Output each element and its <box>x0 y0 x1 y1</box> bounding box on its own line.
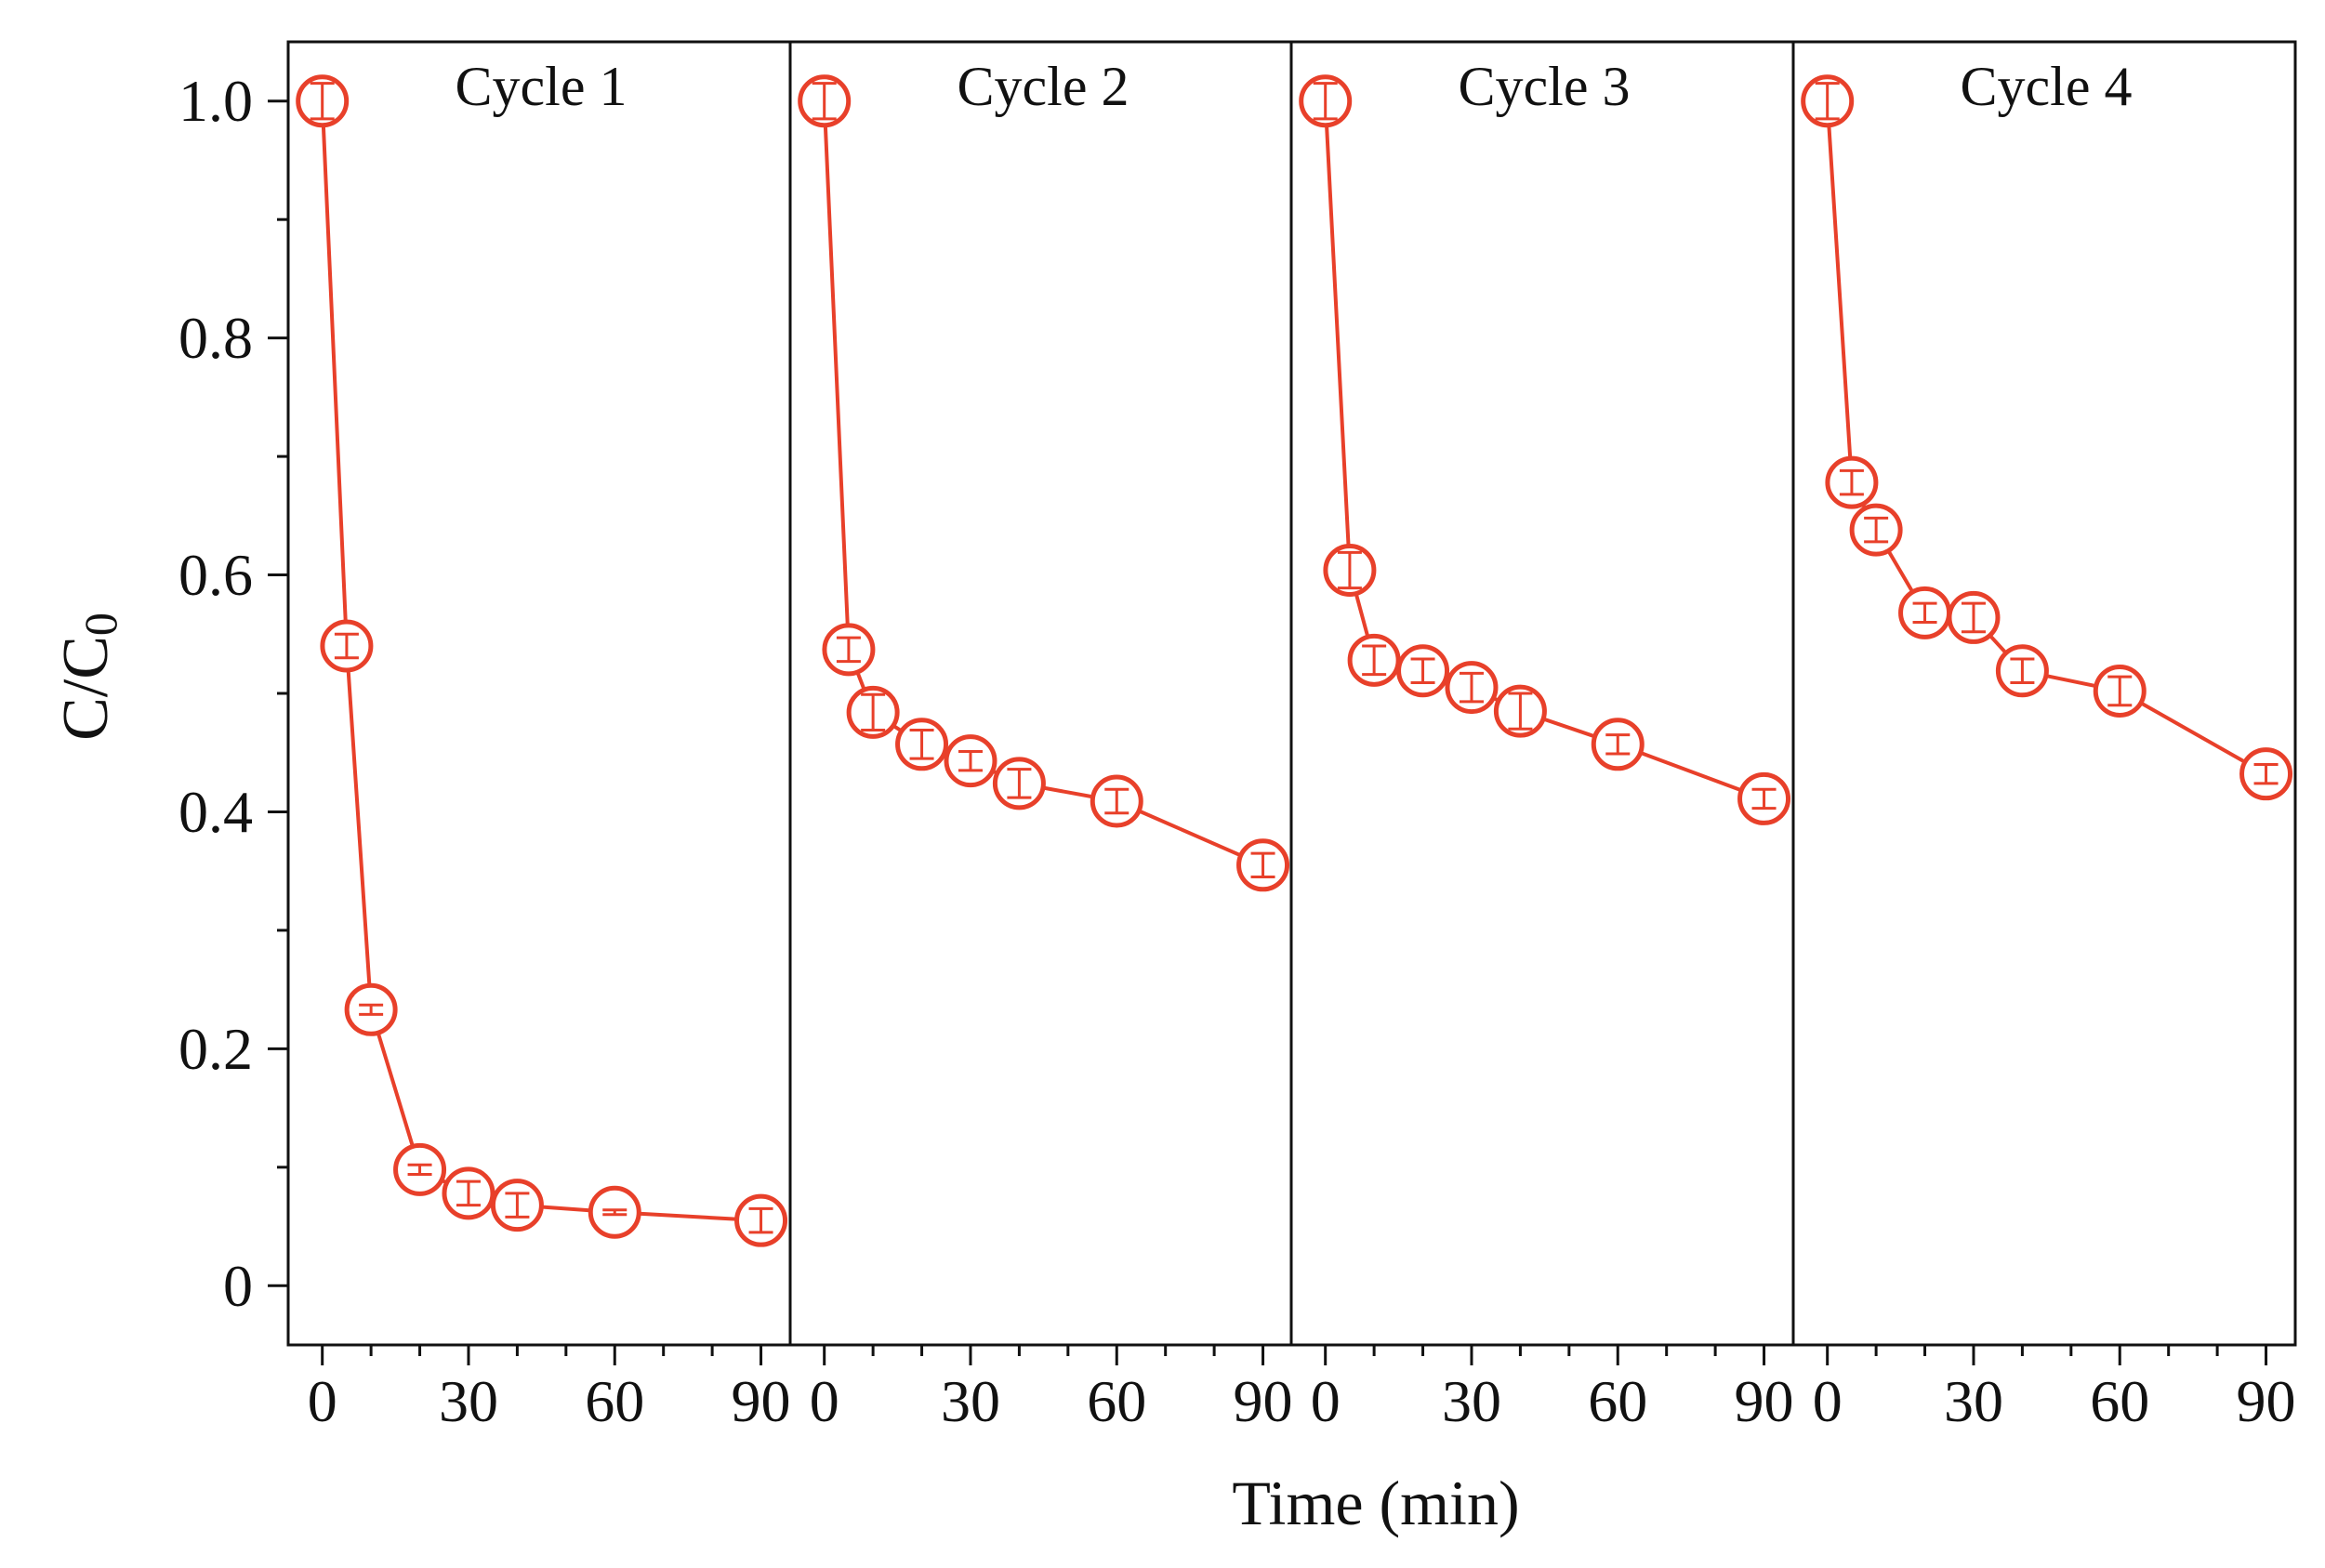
x-tick-label: 60 <box>1588 1368 1647 1434</box>
y-tick-label: 0.2 <box>178 1016 253 1082</box>
series-line <box>822 100 1264 867</box>
series-line <box>320 100 761 1223</box>
x-tick-label: 30 <box>941 1368 1000 1434</box>
x-tick-label: 90 <box>1234 1368 1293 1434</box>
x-tick-label: 90 <box>1735 1368 1794 1434</box>
x-tick-label: 0 <box>810 1368 839 1434</box>
cycle-title: Cycle 1 <box>456 56 627 117</box>
x-tick-label: 60 <box>1087 1368 1146 1434</box>
x-tick-label: 30 <box>1442 1368 1501 1434</box>
x-tick-label: 30 <box>439 1368 498 1434</box>
x-tick-label: 0 <box>1813 1368 1843 1434</box>
x-tick-label: 30 <box>1944 1368 2003 1434</box>
cycle-title: Cycle 3 <box>1459 56 1631 117</box>
x-tick-label: 90 <box>732 1368 791 1434</box>
x-tick-label: 0 <box>308 1368 337 1434</box>
y-tick-label: 0 <box>223 1253 253 1319</box>
y-tick-label: 0.6 <box>178 542 253 608</box>
cycle-title: Cycle 2 <box>958 56 1129 117</box>
x-tick-label: 90 <box>2237 1368 2296 1434</box>
y-tick-label: 0.4 <box>178 779 253 845</box>
y-tick-label: 0.8 <box>178 305 253 371</box>
x-tick-label: 60 <box>2090 1368 2149 1434</box>
x-tick-label: 0 <box>1311 1368 1341 1434</box>
y-tick-label: 1.0 <box>178 68 253 134</box>
y-axis-title: C/C0 <box>50 613 127 741</box>
cycle-title: Cycle 4 <box>1961 56 2133 117</box>
series-line <box>1323 100 1765 801</box>
x-axis-title: Time (min) <box>1232 1468 1519 1538</box>
x-tick-label: 60 <box>585 1368 644 1434</box>
